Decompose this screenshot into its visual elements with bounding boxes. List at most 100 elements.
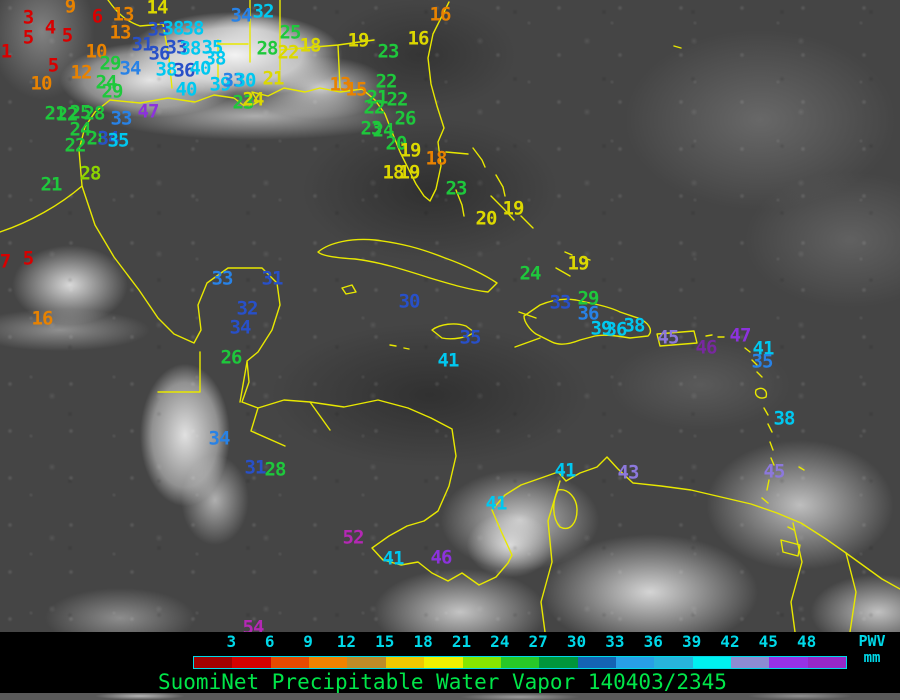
station-value: 19 [567,252,590,275]
station-value: 24 [69,118,92,141]
satellite-imagery [0,0,900,632]
station-value: 38 [182,17,205,40]
station-value: 24 [519,262,542,285]
station-value: 10 [85,40,108,63]
station-value: 9 [64,0,76,18]
colorbar-tick-label: 36 [643,632,663,651]
mm-unit-label: mm [863,650,881,666]
station-value: 35 [459,326,482,349]
colorbar-segment [385,657,425,668]
colorbar-segment [807,657,847,668]
station-value: 33 [222,69,245,92]
station-value: 16 [429,3,452,26]
station-value: 18 [299,34,322,57]
station-value: 22 [375,70,398,93]
colorbar-tick-label: 27 [528,632,548,651]
station-value: 32 [252,0,275,23]
station-value: 10 [30,72,53,95]
cloud-texture [0,0,900,632]
station-value: 22 [64,134,87,157]
station-value: 21 [40,173,63,196]
station-value: 39 [209,73,232,96]
station-value: 38 [773,407,796,430]
colorbar-segment [232,657,271,668]
station-value: 29 [99,52,122,75]
station-value: 24 [242,88,265,111]
pwv-colorbar [193,656,847,669]
station-value: 35 [751,350,774,373]
station-value: 36 [173,59,196,82]
station-value: 26 [394,107,417,130]
station-value: 38 [179,37,202,60]
station-value: 38 [162,17,185,40]
colorbar-segment [424,657,463,668]
pwv-unit-label: PWV [858,632,886,650]
station-value: 23 [377,40,400,63]
station-value: 19 [347,29,370,52]
station-value: 7 [0,250,11,273]
colorbar-tick-label: 21 [451,632,472,651]
station-value: 19 [399,139,422,162]
station-value: 18 [382,161,405,184]
station-value: 24 [95,71,118,94]
colorbar-segment [692,657,732,668]
coastlines-overlay [0,0,900,632]
station-value: 5 [22,26,34,49]
colorbar-segment [539,657,578,668]
station-value: 47 [729,324,752,347]
station-value: 14 [146,0,169,19]
station-value: 19 [398,161,421,184]
station-value: 38 [155,58,178,81]
station-value: 28 [264,458,287,481]
station-value: 34 [119,57,142,80]
colorbar-segment [500,657,540,668]
station-value: 28 [86,127,109,150]
colorbar-tick-label: 3 [226,632,237,651]
station-value: 13 [112,3,135,26]
colorbar-tick-label: 39 [681,632,702,651]
station-value: 22 [56,103,79,126]
station-value: 35 [107,129,130,152]
station-value: 16 [407,27,430,50]
colorbar-segment [731,657,770,668]
colorbar-segment [769,657,808,668]
station-value: 43 [617,461,640,484]
station-value: 20 [385,132,408,155]
colorbar-segment [462,657,501,668]
station-value: 30 [398,290,421,313]
colorbar-tick-label: 33 [605,632,625,651]
station-value: 41 [752,337,775,360]
station-value: 21 [44,102,67,125]
bottom-image-strip [0,693,900,700]
station-value: 41 [485,492,508,515]
station-value: 23 [232,91,255,114]
station-value: 39 [590,317,613,340]
station-value: 34 [230,4,253,27]
station-value: 26 [220,346,243,369]
station-value: 5 [61,24,73,47]
station-value: 24 [372,119,395,142]
colorbar-segment [615,657,655,668]
station-value: 34 [97,127,120,150]
station-value: 33 [549,291,572,314]
station-value: 41 [437,349,460,372]
station-value: 25 [279,21,302,44]
station-value: 32 [236,297,259,320]
station-value: 22 [277,41,300,64]
station-value: 22 [386,88,409,111]
colorbar-segment [194,657,233,668]
colorbar-tick-label: 42 [720,632,740,651]
colorbar-tick-label: 30 [566,632,587,651]
station-value: 4 [44,16,56,39]
station-value: 34 [229,316,252,339]
station-value: 22 [363,96,386,119]
colorbar-tick-label: 6 [264,632,275,651]
station-value: 29 [101,80,124,103]
station-value: 18 [425,147,448,170]
station-value: 34 [208,427,231,450]
station-value: 15 [345,78,368,101]
station-value: 35 [201,36,224,59]
station-value: 36 [148,42,171,65]
coastline-paths [0,0,900,632]
